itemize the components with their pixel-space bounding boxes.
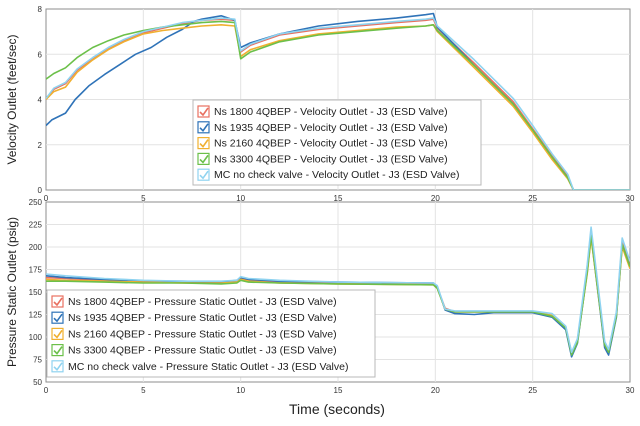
y-tick-label: 50 (33, 378, 42, 387)
series-group (46, 226, 630, 358)
x-tick-label: 5 (141, 386, 146, 395)
legend-checkbox (197, 121, 210, 134)
x-tick-label: 5 (141, 194, 146, 203)
legend-item: Ns 3300 4QBEP - Pressure Static Outlet -… (51, 344, 337, 357)
y-tick-label: 75 (33, 356, 42, 365)
legend-label: MC no check valve - Velocity Outlet - J3… (214, 169, 459, 181)
legend: Ns 1800 4QBEP - Velocity Outlet - J3 (ES… (192, 99, 482, 186)
x-axis-title: Time (seconds) (289, 401, 385, 417)
legend-check-icon (199, 139, 209, 148)
legend-label: Ns 1935 4QBEP - Pressure Static Outlet -… (68, 312, 337, 324)
series-line-4 (46, 20, 630, 190)
y-tick-label: 100 (29, 333, 43, 342)
legend-item: MC no check valve - Pressure Static Outl… (51, 360, 348, 373)
x-tick-label: 25 (528, 386, 537, 395)
y-tick-label: 2 (38, 141, 43, 150)
x-tick-label: 0 (44, 194, 49, 203)
legend-label: Ns 1935 4QBEP - Velocity Outlet - J3 (ES… (214, 122, 448, 134)
y-tick-label: 150 (29, 288, 43, 297)
y-tick-label: 0 (38, 186, 43, 195)
y-tick-label: 125 (29, 311, 43, 320)
y-tick-label: 6 (38, 50, 43, 59)
y-axis-title: Velocity Outlet (feet/sec) (5, 34, 19, 164)
legend-item: Ns 3300 4QBEP - Velocity Outlet - J3 (ES… (197, 152, 448, 165)
chart-panel-2: 50 75 100 125 150 175 200 225 250 0 5 10 15 20 25 30 Pre… (5, 198, 635, 395)
x-tick-label: 15 (334, 194, 343, 203)
legend-check-icon (53, 346, 63, 355)
series-line-1 (46, 18, 630, 190)
series-line-3 (46, 23, 630, 190)
legend-check-icon (53, 297, 63, 307)
legend-checkbox (51, 344, 64, 357)
legend-check-icon (53, 329, 63, 339)
x-tick-label: 20 (431, 194, 440, 203)
legend: Ns 1800 4QBEP - Pressure Static Outlet -… (46, 289, 376, 378)
legend-item: MC no check valve - Velocity Outlet - J3… (197, 168, 459, 181)
y-tick-label: 250 (29, 198, 43, 207)
legend-label: Ns 1800 4QBEP - Velocity Outlet - J3 (ES… (214, 106, 448, 118)
legend-check-icon (53, 313, 63, 323)
legend-box (46, 289, 376, 378)
legend-item: Ns 2160 4QBEP - Velocity Outlet - J3 (ES… (197, 137, 448, 150)
legend-checkbox (197, 168, 210, 181)
y-tick-label: 225 (29, 221, 43, 230)
series-group (46, 12, 630, 190)
legend-box (192, 99, 482, 186)
x-tick-label: 30 (626, 386, 635, 395)
legend-check-icon (199, 107, 209, 117)
legend-label: MC no check valve - Pressure Static Outl… (68, 361, 348, 373)
legend-check-icon (199, 170, 209, 180)
legend-check-icon (199, 123, 209, 133)
legend-label: Ns 2160 4QBEP - Velocity Outlet - J3 (ES… (214, 138, 448, 150)
legend-item: Ns 1935 4QBEP - Velocity Outlet - J3 (ES… (197, 121, 448, 134)
chart-panel-1: 0 2 4 6 8 0 5 10 15 20 25 30 Velocity Outlet (feet/s… (5, 5, 635, 203)
series-line-5 (46, 17, 630, 190)
legend-item: Ns 1800 4QBEP - Pressure Static Outlet -… (51, 295, 337, 308)
legend-item: Ns 1800 4QBEP - Velocity Outlet - J3 (ES… (197, 105, 448, 118)
legend-checkbox (51, 295, 64, 308)
y-axis-title: Pressure Static Outlet (psig) (5, 217, 19, 367)
legend-check-icon (199, 154, 209, 164)
x-tick-label: 30 (626, 194, 635, 203)
legend-checkbox (51, 311, 64, 324)
y-tick-label: 175 (29, 266, 43, 275)
legend-checkbox (197, 152, 210, 165)
x-tick-label: 15 (334, 386, 343, 395)
y-tick-label: 4 (38, 96, 43, 105)
legend-checkbox (197, 137, 210, 150)
legend-checkbox (197, 105, 210, 118)
x-tick-label: 10 (236, 194, 245, 203)
legend-checkbox (51, 360, 64, 373)
x-tick-label: 20 (431, 386, 440, 395)
legend-label: Ns 3300 4QBEP - Velocity Outlet - J3 (ES… (214, 153, 448, 165)
legend-check-icon (53, 362, 63, 372)
legend-checkbox (51, 327, 64, 340)
legend-label: Ns 1800 4QBEP - Pressure Static Outlet -… (68, 296, 337, 308)
x-tick-label: 0 (44, 386, 49, 395)
legend-item: Ns 2160 4QBEP - Pressure Static Outlet -… (51, 327, 337, 340)
series-line-5 (46, 226, 630, 354)
legend-label: Ns 3300 4QBEP - Pressure Static Outlet -… (68, 345, 337, 357)
x-tick-label: 10 (236, 386, 245, 395)
y-tick-label: 8 (38, 5, 43, 14)
x-tick-label: 25 (528, 194, 537, 203)
legend-item: Ns 1935 4QBEP - Pressure Static Outlet -… (51, 311, 337, 324)
y-tick-label: 200 (29, 243, 43, 252)
legend-label: Ns 2160 4QBEP - Pressure Static Outlet -… (68, 328, 337, 340)
